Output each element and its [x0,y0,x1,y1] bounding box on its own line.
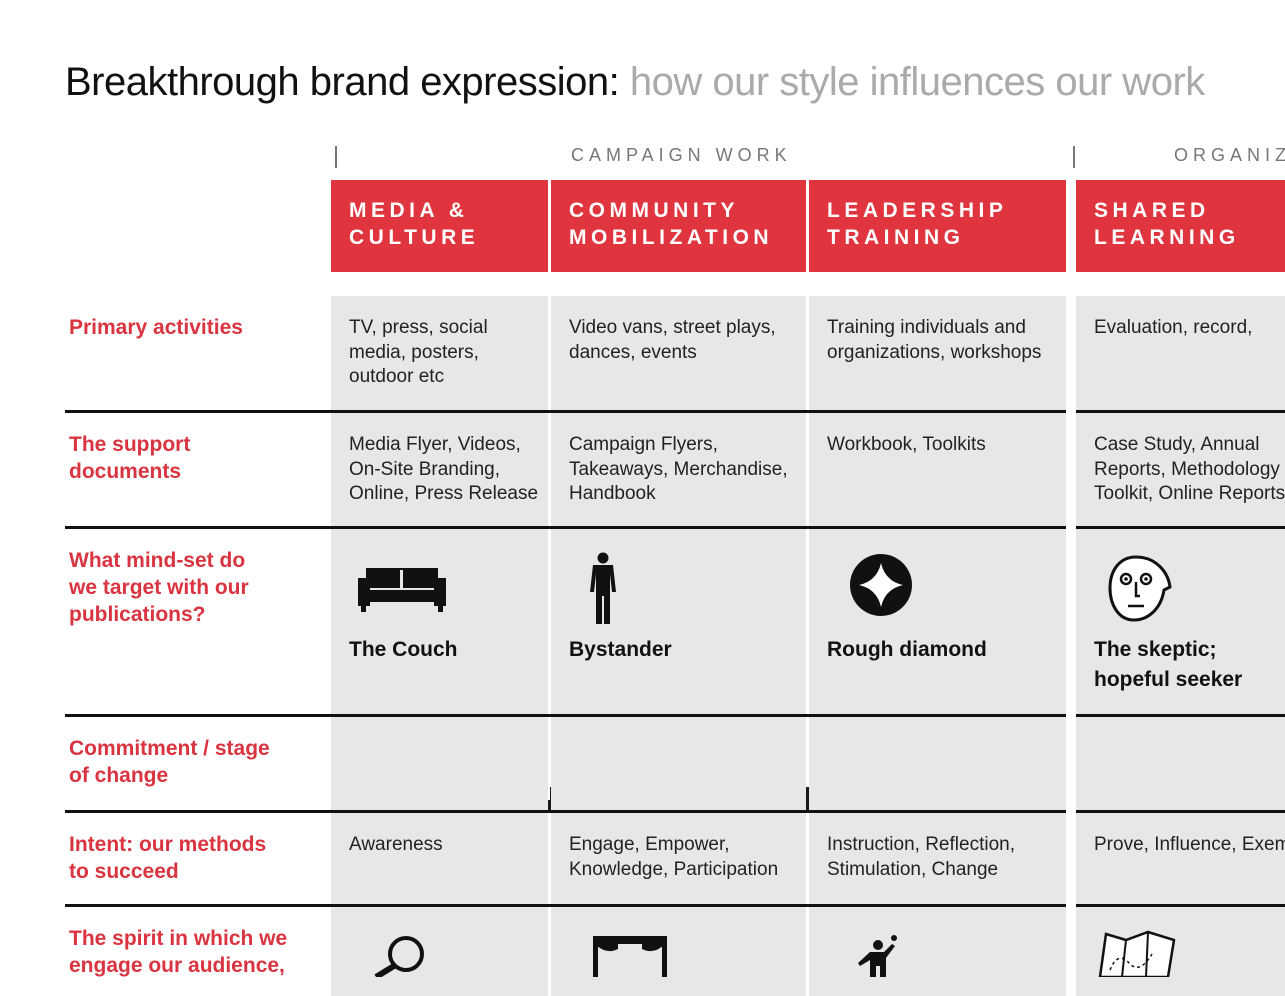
row-rule [1076,904,1285,907]
cell-text: Handbook [569,483,656,504]
row-label: engage our audience, [69,954,285,977]
row-label: publications? [69,603,206,626]
column-header-line: SHARED [1094,199,1210,222]
cell-text: Knowledge, Participation [569,858,779,880]
cell-text: Online, Press Release [349,483,539,504]
group-label: ORGANIZ [1174,145,1285,165]
row-rule [1076,526,1285,529]
cell-text: On-Site Branding, [349,458,501,480]
column-header-line: LEADERSHIP [827,199,1008,222]
row-label: documents [69,460,182,483]
row-label: Commitment / stage [69,737,270,760]
cell-text: media, posters, [349,341,479,363]
group-divider [335,146,337,168]
column-header-line: MEDIA & [349,199,469,222]
row-label: we target with our [69,576,249,599]
cell-text: Campaign Flyers, [569,434,718,455]
column-header: COMMUNITY MOBILIZATION [551,180,806,272]
group-label: CAMPAIGN WORK [571,145,792,165]
magnifier-icon [374,936,424,977]
map-icon [1098,930,1176,977]
row-label: The support [69,433,191,456]
mindset-caption: hopeful seeker [1094,668,1243,691]
row-rule [1076,714,1285,717]
row-label: What mind-set do [69,549,246,572]
cell-text: TV, press, social [349,317,488,338]
column-header-line: TRAINING [827,226,965,249]
column-header-line: LEARNING [1094,226,1240,249]
group-divider [1073,146,1075,168]
diamond-icon [850,554,912,616]
cell-text: Evaluation, record, [1094,317,1253,338]
cell-text: Video vans, street plays, [569,317,776,338]
column-header-line: CULTURE [349,226,480,249]
cell-text: Case Study, Annual [1094,434,1260,455]
cell-text: organizations, workshops [827,341,1042,363]
cell-text: outdoor etc [349,366,445,387]
mindset-caption: The Couch [349,638,458,661]
cell-text: dances, events [569,341,697,363]
mindset-caption: Bystander [569,638,672,661]
row-label: The spirit in which we [69,927,288,950]
cell-text: Instruction, Reflection, [827,834,1015,855]
row-rule [65,526,1066,529]
row-label: of change [69,764,169,787]
cell-text: Awareness [349,834,443,855]
row-rule [1076,410,1285,413]
column-header: SHARED LEARNING [1076,180,1285,272]
cell-text: Workbook, Toolkits [827,434,986,455]
skeptic-icon [1108,555,1172,622]
row-label: to succeed [69,860,179,883]
bystander-icon [590,552,616,624]
column-header: MEDIA & CULTURE [331,180,548,272]
mindset-caption: Rough diamond [827,638,987,661]
stage-icon [593,936,667,977]
row-rule [65,410,1066,413]
row-rule [1076,810,1285,813]
cell-text: Takeaways, Merchandise, [569,458,788,480]
cell-text: Engage, Empower, [569,834,730,855]
cell-text: Training individuals and [827,317,1026,338]
column-header-line: COMMUNITY [569,199,739,222]
cell-text: Prove, Influence, Exem [1094,834,1285,855]
column-header-line: MOBILIZATION [569,226,774,249]
cell-text: Media Flyer, Videos, [349,434,521,455]
cell-text: Reports, Methodology [1094,458,1280,480]
cell-text: Toolkit, Online Reports [1094,483,1285,504]
cell-text: Stimulation, Change [827,858,999,880]
row-rule [65,810,1066,813]
row-label: Intent: our methods [69,833,267,856]
row-rule [65,714,1066,717]
performer-icon [858,935,897,977]
title-sub: how our style influences our work [629,60,1205,104]
title: Breakthrough brand expression: how our s… [65,60,1205,105]
column-header: LEADERSHIP TRAINING [809,180,1066,272]
row-rule [65,904,1066,907]
title-main: Breakthrough brand expression: [65,60,620,104]
row-label: Primary activities [69,316,243,339]
couch-icon [358,568,446,612]
mindset-caption: The skeptic; [1094,638,1217,661]
